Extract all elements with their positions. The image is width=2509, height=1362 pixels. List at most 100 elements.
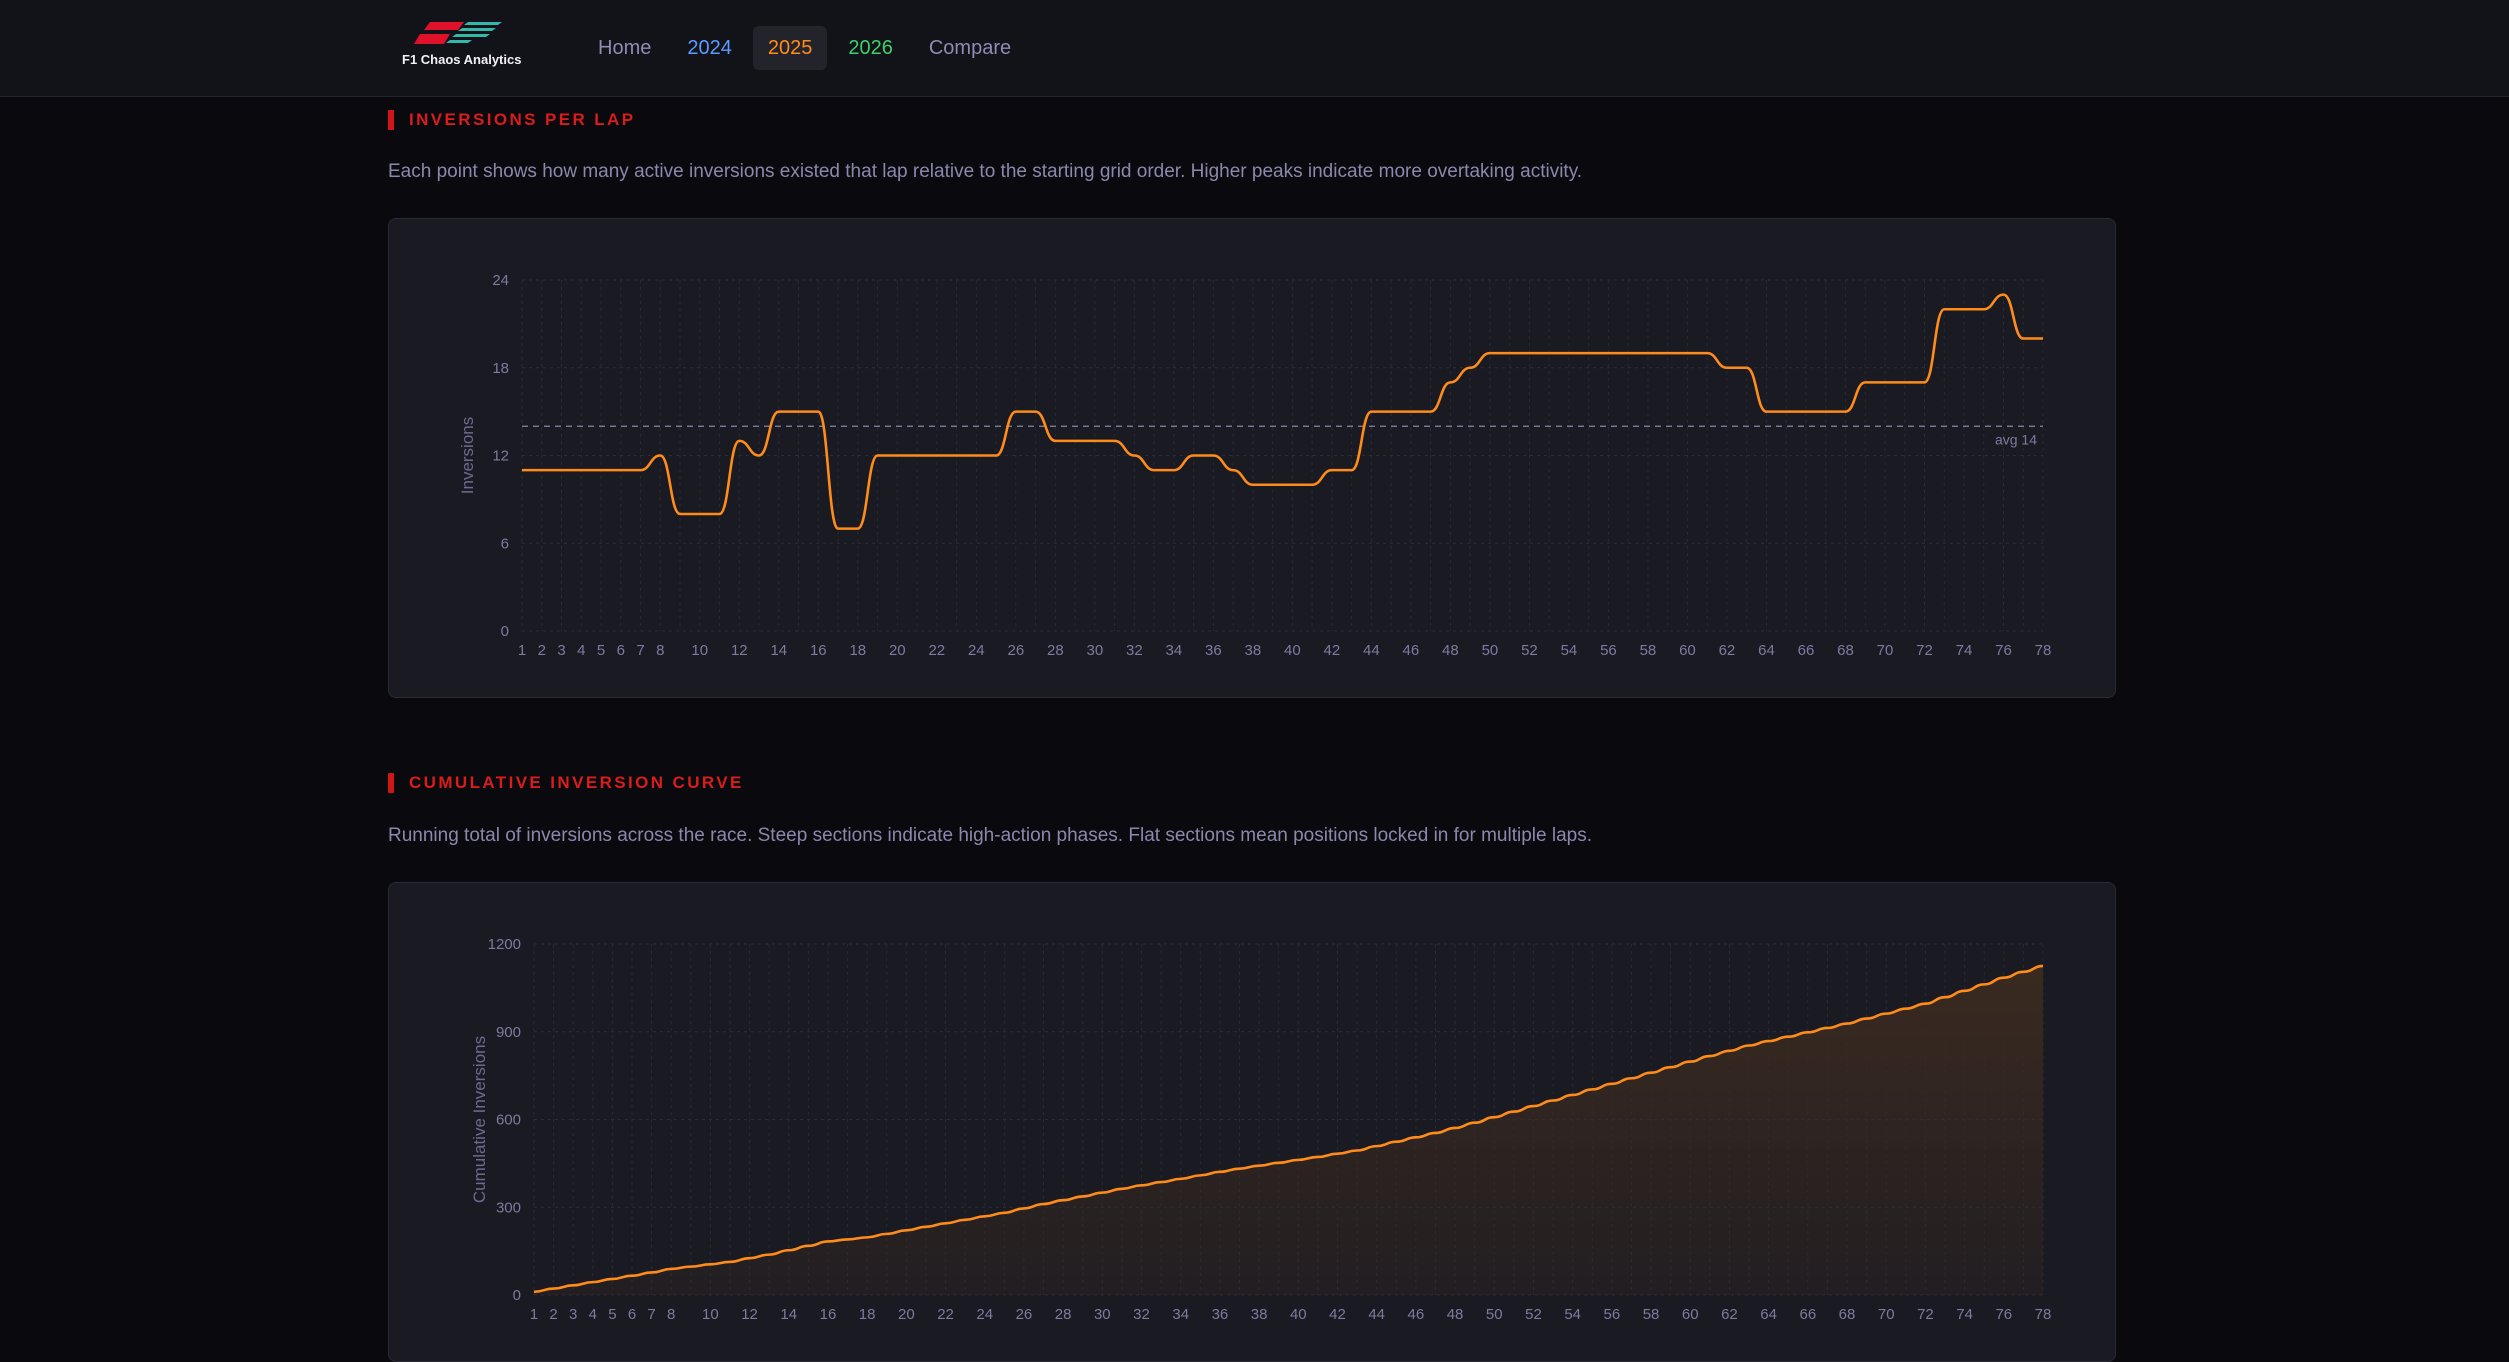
nav-link-home[interactable]: Home bbox=[598, 37, 652, 59]
data-point[interactable] bbox=[1882, 379, 1888, 385]
data-point[interactable] bbox=[815, 409, 821, 415]
data-point[interactable] bbox=[864, 1234, 870, 1240]
data-point[interactable] bbox=[559, 467, 565, 473]
data-point[interactable] bbox=[539, 467, 545, 473]
data-point[interactable] bbox=[1824, 1025, 1830, 1031]
data-point[interactable] bbox=[1805, 1029, 1811, 1035]
data-point[interactable] bbox=[914, 453, 920, 459]
nav-link-compare[interactable]: Compare bbox=[928, 37, 1012, 59]
data-point[interactable] bbox=[1609, 1081, 1615, 1087]
data-point[interactable] bbox=[1309, 482, 1315, 488]
data-point[interactable] bbox=[786, 1247, 792, 1253]
data-point[interactable] bbox=[697, 511, 703, 517]
data-point[interactable] bbox=[629, 1273, 635, 1279]
data-point[interactable] bbox=[1921, 379, 1927, 385]
data-point[interactable] bbox=[894, 453, 900, 459]
data-point[interactable] bbox=[1250, 482, 1256, 488]
data-point[interactable] bbox=[727, 1259, 733, 1265]
data-point[interactable] bbox=[531, 1289, 537, 1295]
data-point[interactable] bbox=[1746, 1042, 1752, 1048]
nav-link-2024[interactable]: 2024 bbox=[687, 37, 732, 59]
data-point[interactable] bbox=[825, 1238, 831, 1244]
data-point[interactable] bbox=[805, 1243, 811, 1249]
data-point[interactable] bbox=[1625, 350, 1631, 356]
data-point[interactable] bbox=[2020, 969, 2026, 975]
data-point[interactable] bbox=[1467, 365, 1473, 371]
data-point[interactable] bbox=[1823, 409, 1829, 415]
data-point[interactable] bbox=[923, 1224, 929, 1230]
data-point[interactable] bbox=[1295, 1157, 1301, 1163]
data-point[interactable] bbox=[1119, 1186, 1125, 1192]
data-point[interactable] bbox=[1566, 350, 1572, 356]
data-point[interactable] bbox=[551, 1286, 557, 1292]
data-point[interactable] bbox=[1862, 379, 1868, 385]
data-point[interactable] bbox=[1981, 981, 1987, 987]
data-point[interactable] bbox=[756, 453, 762, 459]
data-point[interactable] bbox=[1349, 467, 1355, 473]
data-point[interactable] bbox=[638, 467, 644, 473]
data-point[interactable] bbox=[1550, 1097, 1556, 1103]
data-point[interactable] bbox=[1099, 1190, 1105, 1196]
data-point[interactable] bbox=[578, 467, 584, 473]
data-point[interactable] bbox=[2040, 963, 2046, 969]
data-point[interactable] bbox=[1586, 350, 1592, 356]
data-point[interactable] bbox=[855, 526, 861, 532]
data-point[interactable] bbox=[973, 453, 979, 459]
data-point[interactable] bbox=[1487, 350, 1493, 356]
data-point[interactable] bbox=[2001, 975, 2007, 981]
data-point[interactable] bbox=[2020, 336, 2026, 342]
data-point[interactable] bbox=[1687, 1059, 1693, 1065]
data-point[interactable] bbox=[598, 467, 604, 473]
data-point[interactable] bbox=[1704, 350, 1710, 356]
data-point[interactable] bbox=[1645, 350, 1651, 356]
data-point[interactable] bbox=[1393, 1139, 1399, 1145]
data-point[interactable] bbox=[1941, 306, 1947, 312]
data-point[interactable] bbox=[1447, 379, 1453, 385]
data-point[interactable] bbox=[1072, 438, 1078, 444]
data-point[interactable] bbox=[1413, 1134, 1419, 1140]
data-point[interactable] bbox=[1334, 1151, 1340, 1157]
data-point[interactable] bbox=[1139, 1182, 1145, 1188]
data-point[interactable] bbox=[1197, 1172, 1203, 1178]
data-point[interactable] bbox=[766, 1252, 772, 1258]
data-point[interactable] bbox=[1060, 1197, 1066, 1203]
data-point[interactable] bbox=[1803, 409, 1809, 415]
data-point[interactable] bbox=[1178, 1176, 1184, 1182]
data-point[interactable] bbox=[1230, 467, 1236, 473]
data-point[interactable] bbox=[1158, 1179, 1164, 1185]
data-point[interactable] bbox=[618, 467, 624, 473]
data-point[interactable] bbox=[1270, 482, 1276, 488]
data-point[interactable] bbox=[1665, 350, 1671, 356]
data-point[interactable] bbox=[1526, 350, 1532, 356]
data-point[interactable] bbox=[736, 438, 742, 444]
data-point[interactable] bbox=[1276, 1160, 1282, 1166]
brand-logo[interactable]: F1 Chaos Analytics bbox=[402, 18, 522, 70]
data-point[interactable] bbox=[884, 1231, 890, 1237]
data-point[interactable] bbox=[1052, 438, 1058, 444]
data-point[interactable] bbox=[1432, 1130, 1438, 1136]
data-point[interactable] bbox=[1707, 1053, 1713, 1059]
data-point[interactable] bbox=[657, 453, 663, 459]
data-point[interactable] bbox=[1080, 1193, 1086, 1199]
data-point[interactable] bbox=[1329, 467, 1335, 473]
data-point[interactable] bbox=[1628, 1075, 1634, 1081]
data-point[interactable] bbox=[934, 453, 940, 459]
data-point[interactable] bbox=[1237, 1166, 1243, 1172]
data-point[interactable] bbox=[609, 1276, 615, 1282]
data-point[interactable] bbox=[1605, 350, 1611, 356]
data-point[interactable] bbox=[747, 1255, 753, 1261]
data-point[interactable] bbox=[982, 1213, 988, 1219]
data-point[interactable] bbox=[1842, 409, 1848, 415]
data-point[interactable] bbox=[1428, 409, 1434, 415]
data-point[interactable] bbox=[1171, 467, 1177, 473]
data-point[interactable] bbox=[776, 409, 782, 415]
data-point[interactable] bbox=[943, 1220, 949, 1226]
data-point[interactable] bbox=[1902, 379, 1908, 385]
data-point[interactable] bbox=[1092, 438, 1098, 444]
data-point[interactable] bbox=[707, 1261, 713, 1267]
data-point[interactable] bbox=[1217, 1169, 1223, 1175]
data-point[interactable] bbox=[649, 1269, 655, 1275]
data-point[interactable] bbox=[845, 1236, 851, 1242]
data-point[interactable] bbox=[993, 453, 999, 459]
data-point[interactable] bbox=[688, 1264, 694, 1270]
